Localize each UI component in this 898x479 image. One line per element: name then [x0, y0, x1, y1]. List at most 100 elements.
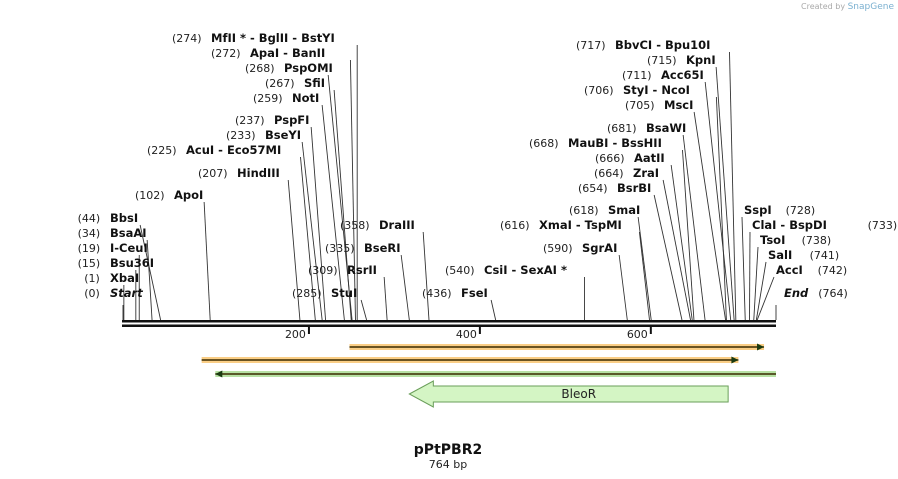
site-position-draiii: (358): [340, 219, 370, 232]
site-position-styi-ncoi: (706): [584, 84, 614, 97]
site-position-bsaai: (34): [78, 227, 101, 240]
site-leader-draiii: [422, 231, 430, 321]
site-name-acc65i[interactable]: Acc65I: [661, 68, 704, 82]
site-position-smai: (618): [569, 204, 599, 217]
site-name-clai-bspdi[interactable]: ClaI - BspDI: [752, 218, 827, 232]
site-name-kpni[interactable]: KpnI: [686, 53, 716, 67]
primer-bind-green-arrowhead: [215, 370, 223, 378]
site-leader-noti: [321, 104, 345, 321]
site-position-clai-bspdi: (733): [868, 219, 898, 232]
site-leader-bseyi: [301, 141, 323, 321]
site-name-sfii[interactable]: SfiI: [304, 76, 325, 90]
bleor-gene[interactable]: BleoR: [408, 380, 729, 408]
site-name-end[interactable]: End: [784, 286, 809, 300]
site-position-zrai: (664): [594, 167, 624, 180]
site-name-aatii[interactable]: AatII: [634, 151, 665, 165]
plasmid-name: pPtPBR2: [414, 442, 482, 458]
ruler-label-600: 600: [627, 328, 648, 341]
ruler: 200 400 600: [285, 327, 652, 341]
site-leader-xmai-tspmi: [638, 231, 650, 321]
site-leader-bseri: [400, 254, 410, 321]
site-name-xmai-tspmi[interactable]: XmaI - TspMI: [539, 218, 622, 232]
site-name-bsaai[interactable]: BsaAI: [110, 226, 147, 240]
site-name-i-ceui[interactable]: I-CeuI: [110, 241, 148, 255]
site-leader-bsrbi: [653, 194, 683, 321]
site-leader-rsrii: [383, 276, 388, 321]
site-name-bbvci-bpu10i[interactable]: BbvCI - Bpu10I: [615, 38, 710, 52]
site-name-tsoi[interactable]: TsoI: [760, 233, 785, 247]
site-name-bseri[interactable]: BseRI: [364, 241, 401, 255]
site-name-bseyi[interactable]: BseYI: [265, 128, 301, 142]
site-name-noti[interactable]: NotI: [292, 91, 319, 105]
site-name-draiii[interactable]: DraIII: [379, 218, 415, 232]
site-position-end: (764): [818, 287, 848, 300]
site-position-bbvci-bpu10i: (717): [576, 39, 606, 52]
site-leader-acui-eco57mi: [300, 156, 316, 321]
site-leader-sgrai: [618, 254, 628, 321]
site-position-acui-eco57mi: (225): [147, 144, 177, 157]
site-name-msci[interactable]: MscI: [664, 98, 693, 112]
site-position-apoi: (102): [135, 189, 165, 202]
site-position-bsawi: (681): [607, 122, 637, 135]
primer-bind-lower-arrowhead: [731, 356, 739, 364]
site-position-sgrai: (590): [543, 242, 573, 255]
site-position-bsu36i: (15): [78, 257, 101, 270]
primer-bind-upper-arrowhead: [757, 343, 765, 351]
site-leader-acci: [756, 276, 775, 321]
snapgene-logo: SnapGene: [847, 2, 894, 12]
site-name-acui-eco57mi[interactable]: AcuI - Eco57MI: [186, 143, 281, 157]
site-leader-fsei: [490, 299, 497, 321]
site-name-pspfi[interactable]: PspFI: [274, 113, 309, 127]
site-leader-sspi: [741, 216, 746, 321]
site-name-fsei[interactable]: FseI: [461, 286, 488, 300]
site-position-maubi-bsshii: (668): [529, 137, 559, 150]
site-position-apai-banii: (272): [211, 47, 241, 60]
credit-watermark: Created by SnapGene: [801, 2, 894, 12]
site-name-sspi[interactable]: SspI: [744, 203, 772, 217]
site-name-rsrii[interactable]: RsrII: [347, 263, 377, 277]
site-name-pspomi[interactable]: PspOMI: [284, 61, 333, 75]
site-leader-kpni: [715, 66, 735, 321]
site-name-smai[interactable]: SmaI: [608, 203, 640, 217]
site-leader-msci: [693, 111, 727, 321]
site-name-bsrbi[interactable]: BsrBI: [617, 181, 651, 195]
site-name-maubi-bsshii[interactable]: MauBI - BssHII: [568, 136, 662, 150]
site-position-bbsi: (44): [78, 212, 101, 225]
site-name-csii-sexai[interactable]: CsiI - SexAI *: [484, 263, 567, 277]
site-name-stui[interactable]: StuI: [331, 286, 357, 300]
site-name-bsawi[interactable]: BsaWI: [646, 121, 686, 135]
site-position-pspomi: (268): [245, 62, 275, 75]
site-name-styi-ncoi[interactable]: StyI - NcoI: [623, 83, 690, 97]
site-name-sali[interactable]: SalI: [768, 248, 792, 262]
site-position-stui: (285): [292, 287, 322, 300]
bleor-arrow[interactable]: [408, 380, 729, 408]
site-position-acci: (742): [818, 264, 848, 277]
site-position-hindiii: (207): [198, 167, 228, 180]
site-name-zrai[interactable]: ZraI: [633, 166, 659, 180]
site-name-start[interactable]: Start: [110, 286, 143, 300]
site-leader-acc65i: [704, 81, 732, 321]
backbone-bottom-strand: [122, 324, 776, 327]
site-name-mfii-bglii-bstyi[interactable]: MfII * - BglII - BstYI: [211, 31, 335, 45]
site-name-hindiii[interactable]: HindIII: [237, 166, 280, 180]
site-position-bsrbi: (654): [578, 182, 608, 195]
site-leader-zrai: [662, 179, 691, 321]
site-leader-apai-banii: [349, 59, 356, 321]
site-name-xbai[interactable]: XbaI: [110, 271, 139, 285]
site-leaders: [122, 45, 777, 321]
backbone-top-strand: [122, 320, 776, 323]
site-name-bsu36i[interactable]: Bsu36I: [110, 256, 154, 270]
site-position-pspfi: (237): [235, 114, 265, 127]
site-name-apoi[interactable]: ApoI: [174, 188, 203, 202]
site-position-sspi: (728): [786, 204, 816, 217]
site-position-kpni: (715): [647, 54, 677, 67]
site-position-msci: (705): [625, 99, 655, 112]
site-name-sgrai[interactable]: SgrAI: [582, 241, 617, 255]
site-leader-pspomi: [327, 74, 353, 321]
site-name-bbsi[interactable]: BbsI: [110, 211, 138, 225]
site-name-acci[interactable]: AccI: [776, 263, 803, 277]
site-name-apai-banii[interactable]: ApaI - BanII: [250, 46, 325, 60]
site-position-bseri: (335): [325, 242, 355, 255]
site-position-xmai-tspmi: (616): [500, 219, 530, 232]
